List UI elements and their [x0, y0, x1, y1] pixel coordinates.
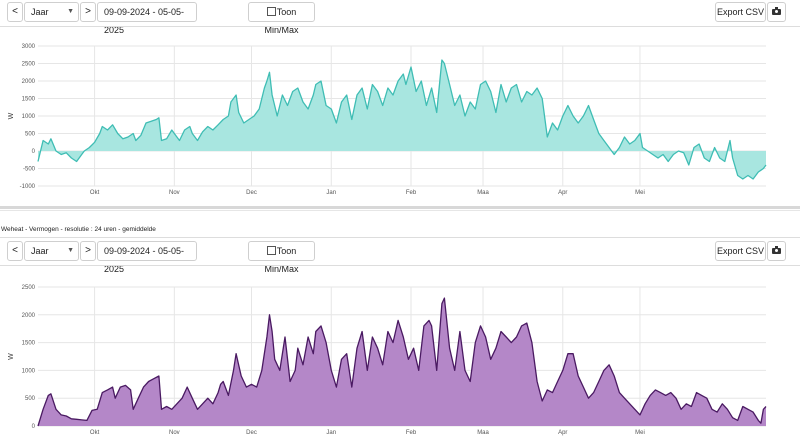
y-tick-label: 0: [32, 424, 36, 430]
export-csv-button[interactable]: Export CSV: [715, 2, 766, 22]
toolbar-top: < Jaar ▼ > 09-09-2024 - 05-05-2025 Toon …: [0, 0, 800, 35]
toggle-minmax-button[interactable]: Toon Min/Max: [248, 241, 315, 274]
y-axis-title: W: [8, 353, 15, 360]
y-tick-label: 2000: [22, 313, 36, 319]
next-period-button[interactable]: >: [80, 241, 96, 261]
period-select[interactable]: Jaar ▼: [24, 2, 79, 22]
prev-period-button[interactable]: <: [7, 2, 23, 22]
date-range-input[interactable]: 09-09-2024 - 05-05-2025: [97, 241, 197, 274]
y-tick-label: -1000: [20, 184, 36, 190]
period-select-value: Jaar: [31, 246, 49, 256]
chart-title: Weheat - Vermogen - resolutie : 24 uren …: [1, 226, 156, 233]
camera-button[interactable]: [767, 2, 786, 22]
y-tick-label: 0: [32, 149, 36, 155]
chart-top-svg: -1000 -500 0 500 1000 1500 2000 2500 3000 Okt Nov D…: [8, 44, 767, 196]
toolbar-separator: [0, 26, 800, 27]
y-tick-label: 1000: [22, 114, 36, 120]
camera-icon: [772, 7, 781, 15]
chevron-down-icon: ▼: [67, 8, 74, 15]
x-tick-label-maa: Maa: [477, 430, 489, 436]
x-tick-label-nov: Nov: [169, 190, 180, 196]
x-tick-label-nov: Nov: [169, 430, 180, 436]
toolbar-separator-top: [0, 237, 800, 238]
chevron-down-icon: ▼: [67, 247, 74, 254]
chart-bottom-svg: 0 500 1000 1500 2000 2500 Okt Nov Dec Jan Feb Maa Ap…: [8, 285, 767, 436]
camera-icon: [772, 246, 781, 254]
y-tick-label: 2500: [22, 285, 36, 291]
y-tick-label: 1000: [22, 368, 36, 374]
toggle-minmax-label: Toon Min/Max: [264, 246, 299, 274]
next-period-button[interactable]: >: [80, 2, 96, 22]
chart-panel-top: < Jaar ▼ > 09-09-2024 - 05-05-2025 Toon …: [0, 0, 800, 205]
panel-divider: [0, 206, 800, 209]
series-area-vermogen: [38, 60, 766, 179]
export-csv-button[interactable]: Export CSV: [715, 241, 766, 261]
x-tick-label-mei: Mei: [635, 430, 645, 436]
toggle-minmax-button[interactable]: Toon Min/Max: [248, 2, 315, 35]
x-tick-label-jan: Jan: [326, 190, 336, 196]
x-tick-label-feb: Feb: [406, 190, 417, 196]
x-tick-label-dec: Dec: [246, 190, 257, 196]
y-tick-label: -500: [23, 167, 36, 173]
toolbar-separator: [0, 265, 800, 266]
date-range-input[interactable]: 09-09-2024 - 05-05-2025: [97, 2, 197, 35]
x-tick-label-apr: Apr: [558, 430, 567, 436]
series-line-vermogen: [37, 59, 767, 180]
chart-panel-bottom: < Jaar ▼ > 09-09-2024 - 05-05-2025 Toon …: [0, 237, 800, 441]
x-tick-label-maa: Maa: [477, 190, 489, 196]
period-select[interactable]: Jaar ▼: [24, 241, 79, 261]
y-tick-label: 500: [25, 132, 36, 138]
checkbox-icon[interactable]: [266, 7, 276, 16]
x-tick-label-okt: Okt: [90, 430, 100, 436]
checkbox-icon[interactable]: [266, 246, 276, 255]
toggle-minmax-label: Toon Min/Max: [264, 7, 299, 35]
y-tick-label: 1500: [22, 97, 36, 103]
y-tick-label: 500: [25, 396, 36, 402]
y-tick-label: 2000: [22, 79, 36, 85]
x-tick-label-okt: Okt: [90, 190, 100, 196]
y-tick-label: 1500: [22, 341, 36, 347]
x-tick-label-mei: Mei: [635, 190, 645, 196]
x-tick-label-apr: Apr: [558, 190, 567, 196]
x-tick-label-feb: Feb: [406, 430, 417, 436]
series-area-vermogen: [38, 298, 766, 426]
toolbar-bottom: < Jaar ▼ > 09-09-2024 - 05-05-2025 Toon …: [0, 240, 800, 274]
panel-divider-line: [0, 210, 800, 211]
camera-button[interactable]: [767, 241, 786, 261]
period-select-value: Jaar: [31, 7, 49, 17]
y-tick-label: 2500: [22, 62, 36, 68]
x-tick-label-dec: Dec: [246, 430, 257, 436]
prev-period-button[interactable]: <: [7, 241, 23, 261]
x-tick-label-jan: Jan: [326, 430, 336, 436]
y-tick-label: 3000: [22, 44, 36, 50]
y-axis-title: W: [8, 112, 15, 119]
